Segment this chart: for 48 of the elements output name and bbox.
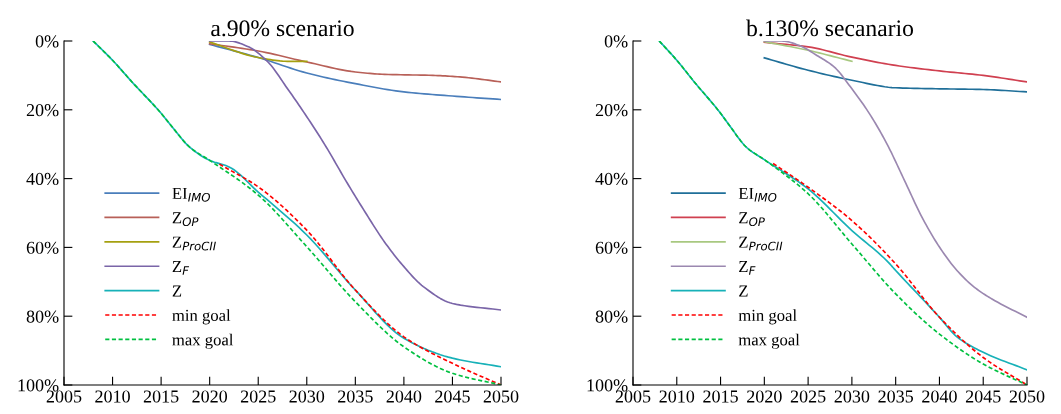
- x-tick-label: 2005: [46, 390, 82, 403]
- y-tick-label: 80%: [595, 310, 628, 323]
- y-tick-label: 0%: [35, 35, 59, 48]
- x-tick-label: 2030: [289, 390, 325, 403]
- y-tick-label: 80%: [26, 310, 59, 323]
- x-tick-label: 2050: [483, 390, 519, 403]
- legend-label: Z$_{ProCII}$: [739, 236, 783, 251]
- legend-label: Z$_{F}$: [739, 261, 756, 275]
- chart-title: a.90% scenario: [211, 20, 354, 37]
- legend-label: min goal: [738, 309, 797, 325]
- x-tick-label: 2010: [95, 390, 130, 403]
- x-tick-label: 2015: [703, 390, 738, 403]
- x-tick-label: 2050: [1009, 390, 1045, 403]
- legend-label: Z$_{OP}$: [172, 212, 199, 227]
- x-tick-label: 2015: [143, 390, 179, 403]
- legend-label: Z: [172, 285, 182, 297]
- legend-label: Z$_{F}$: [172, 261, 190, 275]
- x-tick-label: 2005: [615, 390, 651, 403]
- y-tick-label: 20%: [26, 104, 59, 117]
- legend-label: EI$_{IMO}$: [738, 187, 777, 202]
- y-tick-label: 60%: [26, 241, 59, 254]
- legend-label: Z$_{OP}$: [739, 212, 765, 227]
- y-tick-label: 40%: [26, 172, 59, 186]
- x-tick-label: 2025: [790, 390, 826, 403]
- y-tick-label: 100%: [587, 379, 628, 392]
- legend-label: max goal: [172, 333, 234, 349]
- x-tick-label: 2035: [878, 390, 914, 403]
- legend-label: Z$_{ProCII}$: [172, 236, 216, 251]
- x-tick-label: 2040: [386, 390, 422, 403]
- y-tick-label: 40%: [595, 172, 628, 186]
- x-tick-label: 2020: [747, 390, 782, 403]
- legend-label: min goal: [172, 309, 231, 325]
- x-tick-label: 2020: [192, 390, 228, 403]
- legend-label: EI$_{IMO}$: [172, 187, 210, 202]
- x-tick-label: 2045: [435, 390, 470, 403]
- legend-label: max goal: [738, 333, 800, 349]
- x-tick-label: 2030: [834, 390, 870, 403]
- x-tick-label: 2035: [338, 390, 373, 403]
- x-tick-label: 2045: [965, 390, 1001, 403]
- x-tick-label: 2025: [240, 390, 276, 403]
- y-tick-label: 0%: [604, 35, 628, 48]
- chart-title: b.130% secanario: [746, 19, 914, 37]
- y-tick-label: 60%: [595, 241, 628, 254]
- y-tick-label: 20%: [595, 104, 628, 117]
- y-tick-label: 100%: [18, 379, 59, 392]
- x-tick-label: 2040: [922, 390, 957, 403]
- x-tick-label: 2010: [659, 390, 695, 403]
- legend-label: Z: [739, 285, 748, 297]
